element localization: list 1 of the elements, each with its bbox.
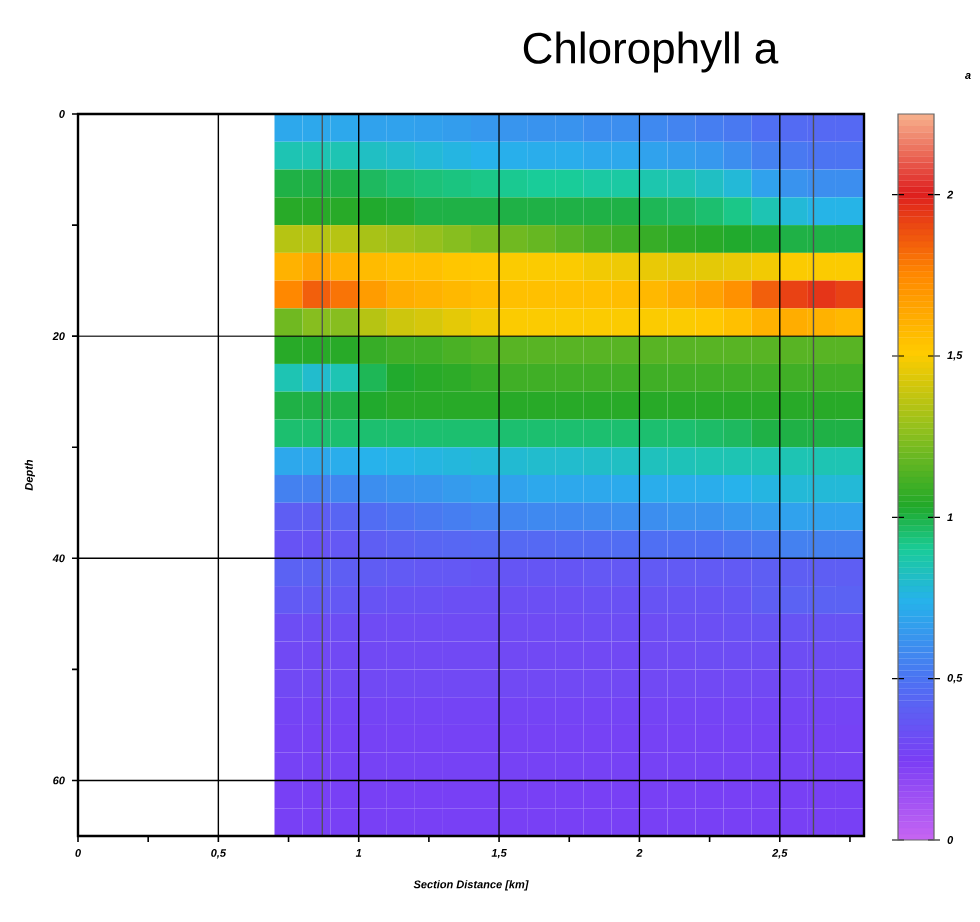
chart-title: Chlorophyll a: [523, 31, 779, 73]
